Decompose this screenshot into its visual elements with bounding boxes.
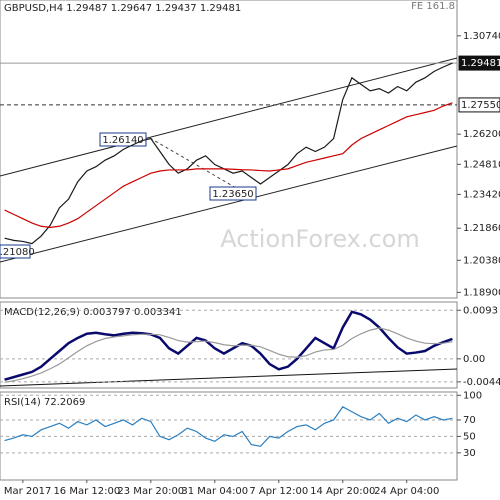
y-tick-label: 1.24810 <box>463 159 500 170</box>
x-tick-label: 16 Mar 12:00 <box>53 486 120 497</box>
y-tick-label: -0.004412 <box>463 377 500 388</box>
subtitle: FE 161.8 <box>411 1 455 12</box>
y-tick-label: 70 <box>463 415 476 426</box>
y-tick-label: 0.0093 <box>463 305 498 316</box>
y-tick-label: 1.18900 <box>463 287 500 298</box>
y-tick-label: 100 <box>463 390 482 401</box>
x-tick-label: 9 Mar 2017 <box>0 486 51 497</box>
x-tick-label: 23 Mar 20:00 <box>117 486 184 497</box>
series-line <box>4 62 453 245</box>
series-line <box>4 327 453 383</box>
y-tick-label: 1.26200 <box>463 129 500 140</box>
level-label: 1.29481 <box>461 58 500 69</box>
y-tick-label: 30 <box>463 448 476 459</box>
x-tick-label: 14 Apr 20:00 <box>310 486 375 497</box>
x-tick-label: 7 Apr 12:00 <box>249 486 308 497</box>
macd-title: MACD(12,26,9) 0.003797 0.003341 <box>4 307 182 318</box>
series-line <box>4 310 453 381</box>
series-line <box>4 406 453 447</box>
series-line <box>4 102 453 228</box>
macd-frame <box>0 301 458 389</box>
annotation: 1.26140 <box>102 135 143 146</box>
level-box <box>458 55 500 71</box>
chart-title: GBPUSD,H4 1.29487 1.29647 1.29437 1.2948… <box>4 3 241 14</box>
fib-line <box>149 137 251 197</box>
y-tick-label: 1.21860 <box>463 223 500 234</box>
watermark: ActionForex.com <box>220 225 420 253</box>
annotation: 1.23650 <box>212 189 253 200</box>
annotation-box <box>209 186 257 201</box>
annotation: 1.21080 <box>0 247 35 258</box>
main-frame <box>0 0 458 299</box>
x-tick-label: 24 Apr 04:00 <box>374 486 439 497</box>
y-tick-label: 0.00 <box>463 354 485 365</box>
channel-lower <box>0 145 458 263</box>
rsi-title: RSI(14) 72.2069 <box>4 397 85 408</box>
y-tick-label: 1.23420 <box>463 189 500 200</box>
level-box <box>458 97 500 113</box>
x-tick-label: 31 Mar 04:00 <box>181 486 248 497</box>
annotation-box <box>0 244 31 259</box>
y-tick-label: 1.20380 <box>463 255 500 266</box>
channel-upper <box>0 57 458 177</box>
level-label: 1.27550 <box>461 100 500 111</box>
macd-trendline <box>0 368 458 387</box>
y-tick-label: 50 <box>463 431 476 442</box>
y-tick-label: 1.30740 <box>463 31 500 42</box>
